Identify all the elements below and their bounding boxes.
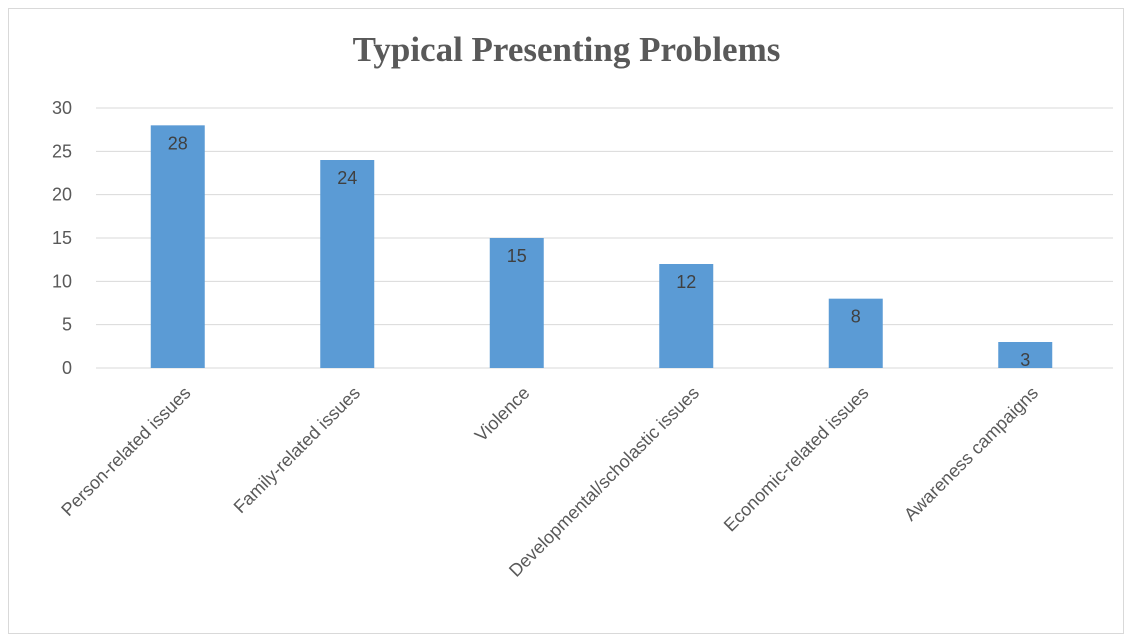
data-label: 12	[676, 272, 696, 292]
gridlines	[96, 107, 1113, 369]
y-tick-label: 20	[52, 185, 72, 205]
bar	[489, 238, 544, 368]
chart-title: Typical Presenting Problems	[352, 30, 781, 69]
bar	[150, 125, 205, 368]
data-label: 15	[507, 246, 527, 266]
x-tick-label: Family-related issues	[230, 383, 364, 517]
y-tick-label: 30	[52, 98, 72, 118]
data-label: 3	[1020, 350, 1030, 370]
x-tick-label: Awareness campaigns	[900, 383, 1042, 525]
y-tick-label: 15	[52, 228, 72, 248]
y-tick-label: 10	[52, 271, 72, 291]
x-tick-label: Developmental/scholastic issues	[505, 383, 703, 581]
data-label: 8	[851, 307, 861, 327]
bar	[828, 298, 883, 368]
x-tick-label: Economic-related issues	[720, 383, 873, 536]
y-axis-tick-labels: 0 5 10 15 20 25 30	[52, 98, 72, 378]
y-tick-label: 25	[52, 141, 72, 161]
x-tick-label: Person-related issues	[57, 383, 194, 520]
bar	[320, 160, 375, 368]
y-tick-label: 0	[62, 358, 72, 378]
y-tick-label: 5	[62, 315, 72, 335]
data-labels: 28 24 15 12 8 3	[168, 133, 1031, 370]
x-tick-label: Violence	[471, 383, 534, 446]
bar	[998, 342, 1053, 368]
bar	[659, 264, 714, 368]
x-axis-category-labels: Person-related issues Family-related issu…	[57, 383, 1042, 581]
data-label: 24	[337, 168, 357, 188]
data-label: 28	[168, 133, 188, 153]
bars	[150, 125, 1053, 368]
